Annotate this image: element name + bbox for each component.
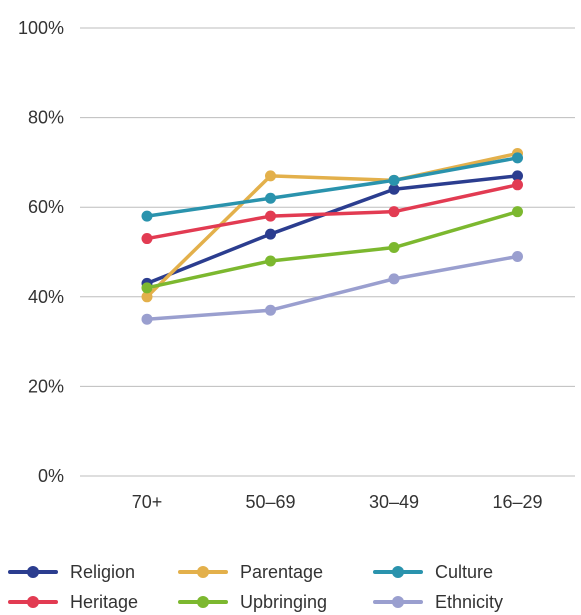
data-point-parentage: [141, 291, 153, 303]
legend-swatch-heritage: [8, 590, 58, 614]
data-point-parentage: [265, 170, 276, 182]
data-point-ethnicity: [388, 273, 400, 285]
y-tick-label: 0%: [38, 466, 64, 486]
data-point-upbringing: [265, 255, 276, 267]
legend-label-culture: Culture: [435, 561, 494, 582]
x-tick-label: 50–69: [245, 492, 295, 512]
legend-swatch-upbringing: [178, 590, 228, 614]
series-line-religion: [145, 174, 520, 286]
legend-item-religion: Religion: [8, 560, 135, 584]
data-point-religion: [512, 170, 523, 182]
legend-label-parentage: Parentage: [240, 561, 324, 582]
data-point-religion: [388, 183, 400, 195]
legend-swatch-parentage: [178, 560, 228, 584]
y-tick-label: 20%: [28, 376, 64, 396]
series-line-parentage: [145, 151, 520, 299]
legend-item-heritage: Heritage: [8, 590, 138, 614]
y-tick-label: 100%: [18, 18, 64, 38]
legend-item-parentage: Parentage: [178, 560, 323, 584]
data-point-upbringing: [512, 206, 523, 218]
y-tick-label: 80%: [28, 108, 64, 128]
series-line-upbringing: [145, 209, 520, 290]
data-point-ethnicity: [265, 304, 276, 316]
legend-swatch-culture: [373, 560, 423, 584]
data-point-heritage: [141, 233, 153, 245]
data-point-culture: [512, 152, 523, 164]
data-point-culture: [141, 210, 153, 222]
legend-item-culture: Culture: [373, 560, 493, 584]
legend-swatch-religion: [8, 560, 58, 584]
data-point-religion: [265, 228, 276, 240]
data-point-upbringing: [141, 282, 153, 294]
legend-item-upbringing: Upbringing: [178, 590, 327, 614]
legend-label-heritage: Heritage: [70, 591, 139, 612]
legend-label-ethnicity: Ethnicity: [435, 591, 504, 612]
series-line-culture: [145, 156, 520, 218]
data-point-culture: [388, 174, 400, 186]
data-point-ethnicity: [512, 250, 523, 262]
series-line-heritage: [145, 183, 520, 241]
x-tick-label: 70+: [132, 492, 163, 512]
data-point-culture: [265, 192, 276, 204]
series-line-ethnicity: [145, 254, 520, 321]
x-tick-label: 16–29: [492, 492, 542, 512]
data-point-heritage: [512, 179, 523, 191]
y-tick-label: 40%: [28, 287, 64, 307]
data-point-ethnicity: [141, 313, 153, 325]
legend-label-upbringing: Upbringing: [240, 591, 328, 612]
data-point-heritage: [265, 210, 276, 222]
data-point-upbringing: [388, 242, 400, 254]
data-point-heritage: [388, 206, 400, 218]
legend-swatch-ethnicity: [373, 590, 423, 614]
legend-item-ethnicity: Ethnicity: [373, 590, 503, 614]
y-tick-label: 60%: [28, 197, 64, 217]
x-tick-label: 30–49: [369, 492, 419, 512]
legend-label-religion: Religion: [70, 561, 136, 582]
